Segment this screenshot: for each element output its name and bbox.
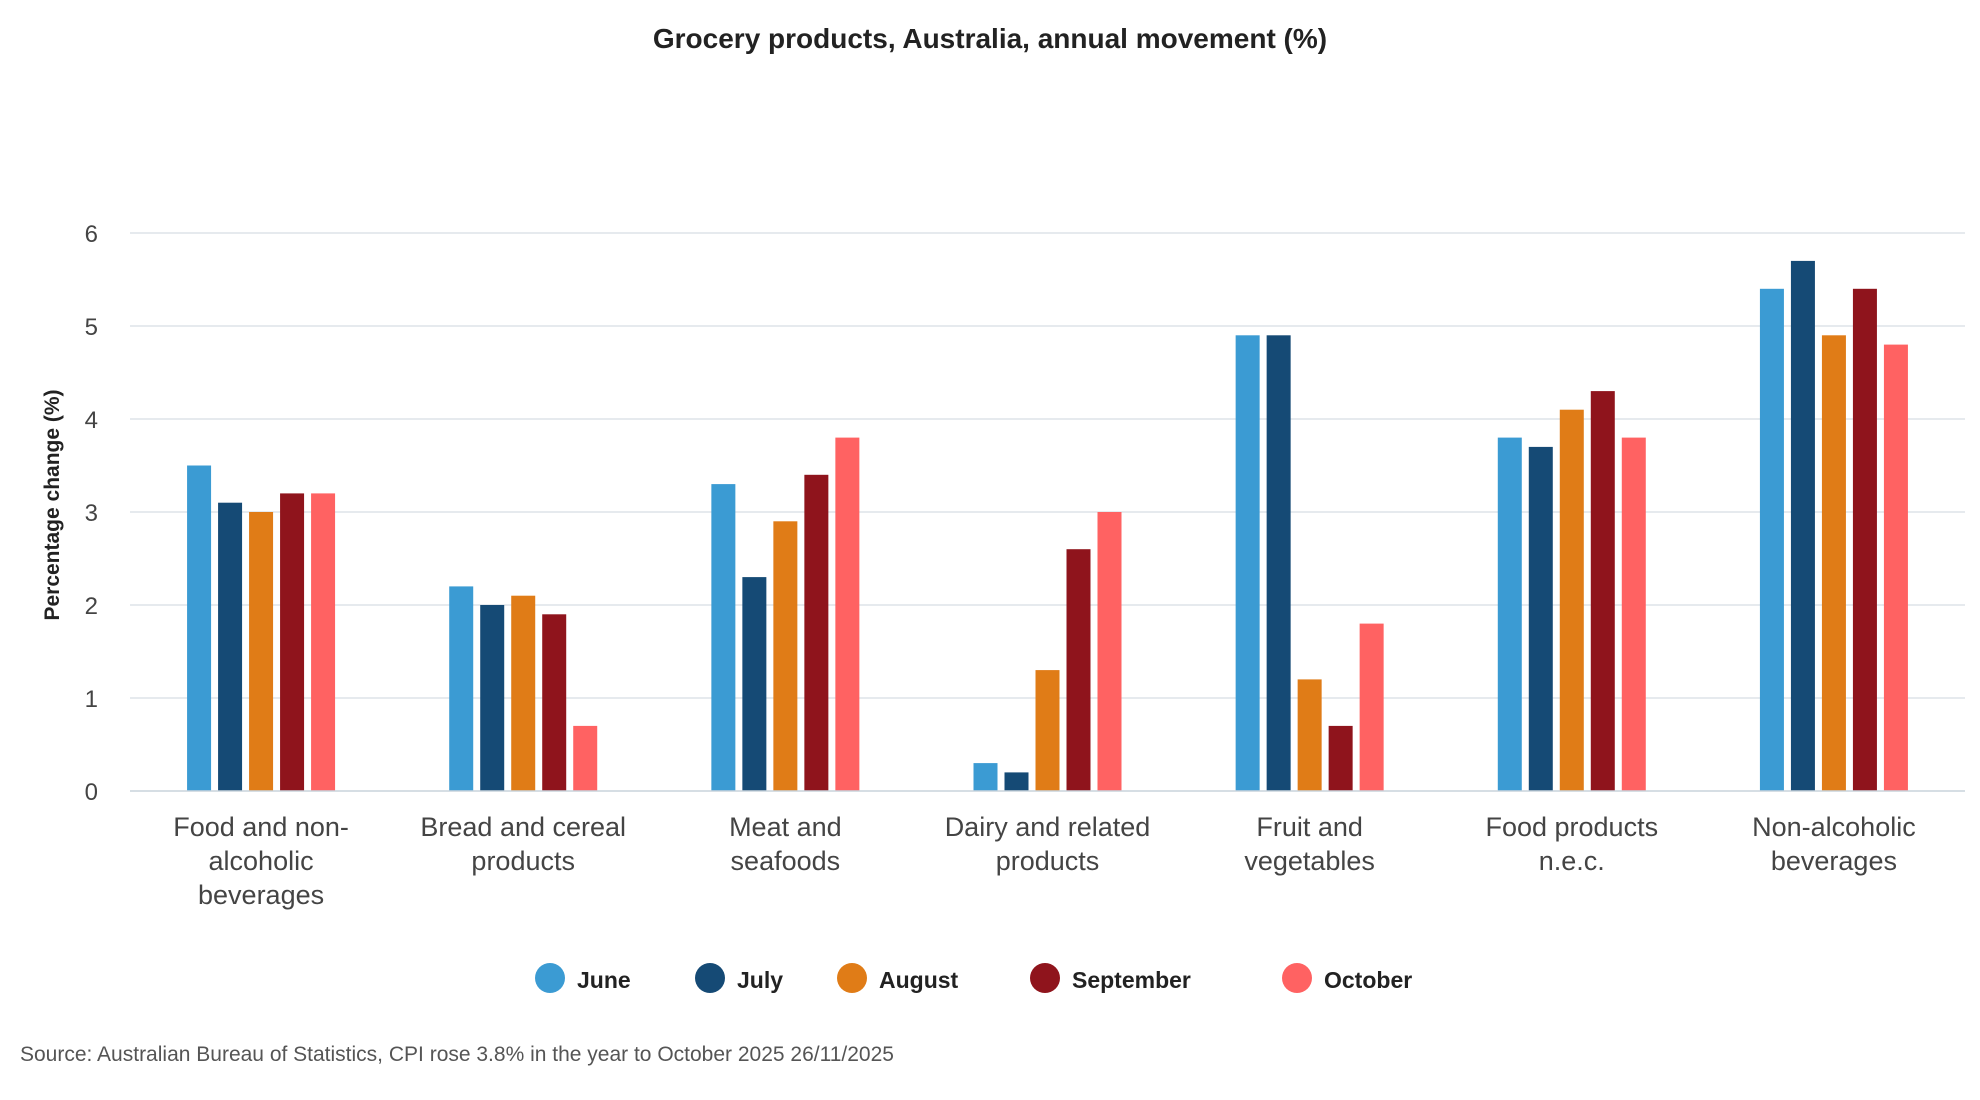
legend-label-july: July — [737, 967, 783, 993]
bars — [187, 261, 1908, 791]
bar-october-1 — [311, 493, 335, 791]
x-category-line: Food and non- — [173, 812, 349, 842]
bar-september-2 — [542, 614, 566, 791]
bar-july-5 — [1267, 335, 1291, 791]
x-category-label: Food products n.e.c. — [1485, 812, 1658, 876]
bar-june-7 — [1760, 289, 1784, 791]
bar-july-4 — [1005, 772, 1029, 791]
y-axis-label: Percentage change (%) — [41, 389, 64, 620]
bar-october-2 — [573, 726, 597, 791]
x-category-line: Bread and cereal — [420, 812, 626, 842]
bar-august-7 — [1822, 335, 1846, 791]
bar-july-2 — [480, 605, 504, 791]
bar-june-3 — [711, 484, 735, 791]
source-note: Source: Australian Bureau of Statistics,… — [20, 1043, 894, 1066]
x-category-label: Meat and seafoods — [729, 812, 842, 876]
x-category-line: Dairy and related — [945, 812, 1151, 842]
legend: June July August September October — [535, 963, 1412, 993]
legend-label-june: June — [577, 967, 631, 993]
x-category-line: n.e.c. — [1539, 846, 1605, 876]
bar-october-5 — [1360, 624, 1384, 791]
x-category-line: alcoholic — [209, 846, 314, 876]
legend-swatch-august — [837, 963, 867, 993]
x-category-label: Fruit and vegetables — [1244, 812, 1375, 876]
bar-august-5 — [1298, 679, 1322, 791]
legend-label-september: September — [1072, 967, 1191, 993]
bar-june-4 — [974, 763, 998, 791]
y-tick-label: 2 — [85, 593, 98, 620]
bar-august-6 — [1560, 410, 1584, 791]
x-category-line: beverages — [1771, 846, 1897, 876]
x-category-line: Meat and — [729, 812, 842, 842]
y-axis-ticks: 0 1 2 3 4 5 6 — [85, 221, 98, 806]
bar-october-6 — [1622, 438, 1646, 791]
legend-swatch-october — [1282, 963, 1312, 993]
y-tick-label: 6 — [85, 221, 98, 248]
bar-august-3 — [773, 521, 797, 791]
x-category-label: Non-alcoholic beverages — [1752, 812, 1916, 876]
grid-lines — [130, 233, 1965, 698]
x-category-line: beverages — [198, 880, 324, 910]
y-tick-label: 0 — [85, 779, 98, 806]
x-category-line: Food products — [1485, 812, 1658, 842]
bar-august-1 — [249, 512, 273, 791]
x-category-line: products — [471, 846, 575, 876]
chart-container: Grocery products, Australia, annual move… — [0, 0, 1980, 1100]
bar-august-2 — [511, 596, 535, 791]
bar-june-2 — [449, 586, 473, 791]
bar-october-3 — [835, 438, 859, 791]
legend-swatch-september — [1030, 963, 1060, 993]
bar-july-1 — [218, 503, 242, 791]
x-axis-categories: Food and non-alcoholic beverages Bread and… — [173, 812, 1915, 910]
x-category-label: Bread and cereal products — [420, 812, 626, 876]
bar-june-6 — [1498, 438, 1522, 791]
grouped-bar-chart: Grocery products, Australia, annual move… — [0, 0, 1980, 1100]
bar-september-1 — [280, 493, 304, 791]
y-tick-label: 4 — [85, 407, 98, 434]
chart-title: Grocery products, Australia, annual move… — [653, 23, 1327, 54]
x-category-label: Dairy and related products — [945, 812, 1151, 876]
legend-swatch-june — [535, 963, 565, 993]
legend-label-october: October — [1324, 967, 1412, 993]
x-category-line: seafoods — [731, 846, 841, 876]
bar-july-7 — [1791, 261, 1815, 791]
bar-june-5 — [1236, 335, 1260, 791]
legend-label-august: August — [879, 967, 959, 993]
bar-july-6 — [1529, 447, 1553, 791]
x-category-line: products — [996, 846, 1100, 876]
legend-swatch-july — [695, 963, 725, 993]
bar-september-5 — [1329, 726, 1353, 791]
bar-september-3 — [804, 475, 828, 791]
x-category-label: Food and non-alcoholic beverages — [173, 812, 349, 910]
bar-september-4 — [1067, 549, 1091, 791]
y-tick-label: 3 — [85, 500, 98, 527]
x-category-line: Fruit and — [1256, 812, 1363, 842]
y-tick-label: 5 — [85, 314, 98, 341]
bar-october-4 — [1098, 512, 1122, 791]
bar-september-7 — [1853, 289, 1877, 791]
bar-october-7 — [1884, 345, 1908, 791]
bar-september-6 — [1591, 391, 1615, 791]
y-tick-label: 1 — [85, 686, 98, 713]
bar-august-4 — [1036, 670, 1060, 791]
bar-july-3 — [742, 577, 766, 791]
x-category-line: Non-alcoholic — [1752, 812, 1916, 842]
x-category-line: vegetables — [1244, 846, 1375, 876]
bar-june-1 — [187, 466, 211, 792]
